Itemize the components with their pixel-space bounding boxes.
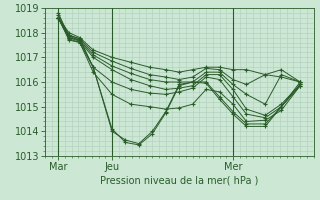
X-axis label: Pression niveau de la mer( hPa ): Pression niveau de la mer( hPa ) xyxy=(100,176,258,186)
